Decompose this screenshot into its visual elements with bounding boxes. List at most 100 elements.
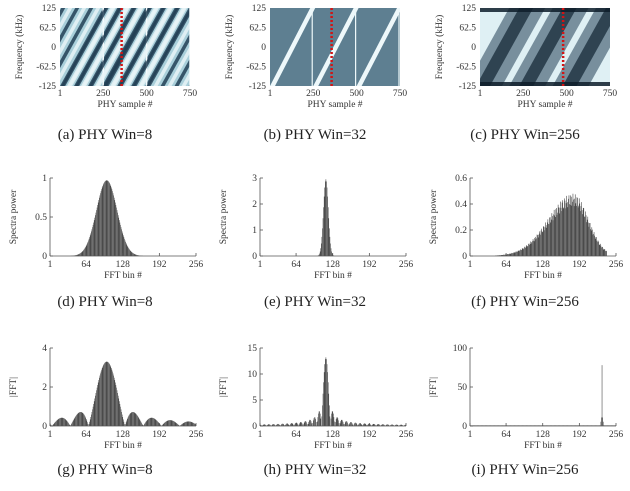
bar-d-76	[92, 224, 94, 256]
bar-g-177	[150, 417, 151, 426]
bar-h-191	[368, 423, 369, 426]
bar-g-57	[81, 412, 83, 426]
bar-h-161	[351, 422, 352, 426]
bar-e-106	[319, 251, 321, 256]
spectrogram-b	[270, 8, 400, 86]
bar-g-154	[137, 415, 138, 426]
bar-g-138	[128, 416, 129, 426]
x-tick-label-i-4: 256	[609, 430, 624, 440]
bar-h-176	[359, 423, 361, 426]
bar-h-210	[379, 424, 380, 426]
bar-g-89	[100, 373, 101, 426]
bar-h-136	[336, 417, 338, 426]
bar-h-97	[314, 417, 316, 426]
bar-f-87	[519, 251, 520, 256]
bar-f-89	[520, 249, 521, 256]
bar-h-34	[278, 424, 280, 426]
bar-h-181	[362, 424, 364, 426]
bar-h-169	[355, 422, 357, 426]
bar-g-174	[148, 418, 150, 426]
spectrogram-a	[60, 8, 190, 86]
bar-h-143	[340, 420, 342, 426]
bar-h-72	[300, 422, 302, 426]
bar-f-138	[548, 223, 549, 256]
x-tick-label-g-1: 64	[81, 430, 91, 440]
bar-d-63	[85, 246, 86, 256]
bar-d-55	[80, 252, 82, 256]
bar-g-41	[72, 420, 74, 426]
heatmap-chart-c: 1 250 500 750 125 62.5 0 -62.5 -125 PHY sample # F…	[434, 4, 617, 110]
bar-d-125	[120, 227, 122, 256]
bar-g-44	[74, 417, 76, 426]
bar-h-111	[322, 393, 324, 426]
bar-g-19	[60, 417, 61, 426]
y-axis-label-i: |FFT|	[429, 377, 439, 397]
bar-f-119	[537, 235, 538, 256]
bar-g-85	[97, 382, 99, 426]
y-tick-label-d-1: 0.5	[35, 213, 47, 223]
x-tick-label-c-2: 500	[559, 89, 574, 99]
x-tick-label-g-3: 192	[152, 430, 167, 440]
bar-d-149	[134, 254, 136, 256]
bar-d-50	[77, 254, 79, 256]
bar-g-156	[138, 417, 139, 426]
bar-g-46	[75, 415, 77, 426]
bar-f-140	[549, 217, 550, 256]
bar-g-219	[174, 421, 175, 426]
bar-g-78	[93, 401, 95, 426]
caption-i: (i) PHY Win=256	[471, 462, 579, 478]
caption-g: (g) PHY Win=8	[57, 462, 153, 478]
bar-g-166	[144, 424, 145, 426]
bar-g-22	[61, 417, 63, 426]
x-axis-label-d: FFT bin #	[104, 271, 142, 281]
bar-d-124	[120, 224, 121, 256]
bar-f-204	[585, 215, 587, 256]
x-tick-label-i-1: 64	[501, 430, 511, 440]
bar-d-93	[102, 185, 104, 256]
sweep-band-a-0-5	[60, 8, 101, 81]
bar-g-217	[173, 421, 174, 426]
bar-d-145	[132, 252, 133, 256]
x-tick-label-c-3: 750	[603, 89, 618, 99]
bar-g-30	[66, 420, 68, 426]
bar-g-80	[95, 395, 96, 426]
bar-g-20	[60, 417, 62, 426]
y-tick-label-b-3: -62.5	[246, 63, 266, 73]
x-tick-label-d-0: 1	[48, 260, 53, 270]
bar-g-102	[107, 362, 109, 426]
bar-d-83	[96, 207, 98, 256]
bar-d-66	[87, 243, 88, 256]
bar-f-197	[581, 210, 583, 256]
bar-h-33	[278, 424, 279, 426]
bar-h-42	[283, 424, 284, 426]
bar-g-110	[112, 371, 113, 426]
sweep-band-a-2-7	[153, 20, 190, 86]
bar-f-183	[573, 206, 575, 256]
bar-g-71	[89, 419, 91, 426]
bar-g-134	[125, 422, 127, 426]
axes-b: 1 250 500 750 125 62.5 0 -62.5 -125 PHY sample # F…	[224, 4, 407, 110]
bar-g-27	[64, 419, 66, 426]
bar-h-61	[294, 424, 295, 426]
bar-f-100	[526, 245, 528, 256]
x-tick-label-f-1: 64	[501, 260, 511, 270]
bar-h-208	[378, 424, 379, 426]
bar-g-213	[170, 420, 172, 426]
bar-g-38	[71, 423, 72, 426]
bar-g-43	[73, 418, 75, 426]
bar-d-154	[137, 255, 138, 256]
bar-d-99	[105, 180, 107, 256]
bar-g-251	[192, 422, 194, 426]
caption-h: (h) PHY Win=32	[263, 462, 367, 478]
bar-f-132	[544, 227, 546, 256]
bar-f-79	[514, 252, 516, 256]
bar-f-218	[593, 232, 595, 256]
bar-h-22	[271, 424, 273, 426]
bar-h-230	[390, 424, 392, 426]
bar-f-189	[577, 197, 578, 256]
bar-h-231	[391, 424, 392, 426]
axes-c: 1 250 500 750 125 62.5 0 -62.5 -125 PHY sample # F…	[434, 4, 617, 110]
bar-h-238	[395, 424, 396, 426]
bar-chart-f: 1 64 128 192 256 0 0.2 0.4 0.6 FFT bin # Spectra p…	[429, 174, 623, 281]
sweep-band-a-2-8	[160, 33, 190, 86]
